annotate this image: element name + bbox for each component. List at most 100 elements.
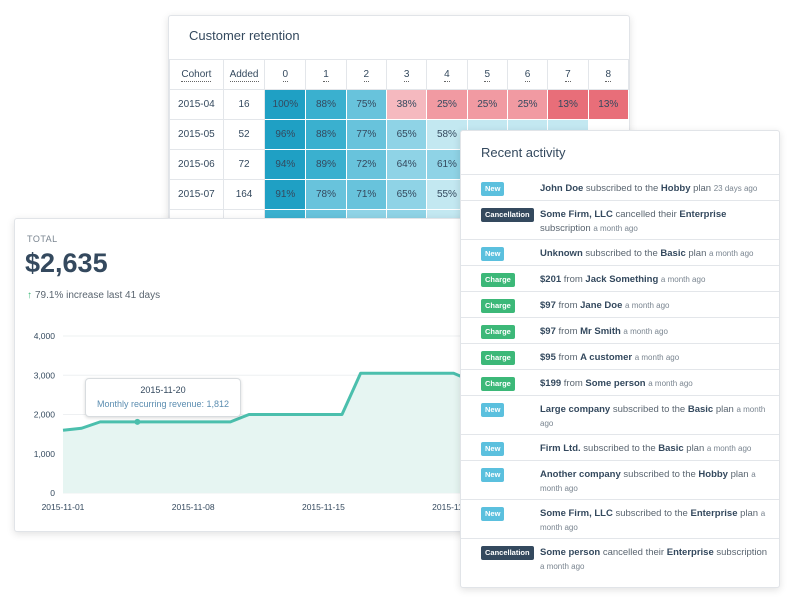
column-header-period[interactable]: 8 xyxy=(587,59,629,90)
retention-cell: 77% xyxy=(345,119,387,150)
activity-entity: Basic xyxy=(658,443,684,454)
activity-item[interactable]: New Another company subscribed to the Hob… xyxy=(461,460,779,499)
increase-info: ↑ 79.1% increase last 41 days xyxy=(27,290,160,301)
activity-entity: John Doe xyxy=(540,183,584,194)
series-area xyxy=(63,373,485,493)
activity-entity: Hobby xyxy=(660,183,691,194)
activity-entity: Jack Something xyxy=(585,274,659,285)
activity-item[interactable]: Cancellation Some Firm, LLC cancelled the… xyxy=(461,200,779,239)
activity-time: a month ago xyxy=(540,470,756,493)
column-header-period[interactable]: 7 xyxy=(547,59,589,90)
activity-item[interactable]: New Large company subscribed to the Basic… xyxy=(461,395,779,434)
column-header-period[interactable]: 6 xyxy=(506,59,549,90)
activity-badge-charge: Charge xyxy=(481,325,515,339)
retention-cell: 88% xyxy=(305,119,347,150)
column-header-period[interactable]: 0 xyxy=(264,59,307,90)
activity-time: a month ago xyxy=(625,301,670,310)
y-tick-label: 4,000 xyxy=(34,331,56,341)
column-header-period-label: 2 xyxy=(363,69,370,82)
retention-cell: 88% xyxy=(305,89,347,120)
activity-verb: subscribed to the xyxy=(583,183,661,194)
retention-cell: 96% xyxy=(264,119,307,150)
retention-cell: 75% xyxy=(345,89,387,120)
activity-time: a month ago xyxy=(540,562,585,571)
activity-entity: $95 xyxy=(540,352,556,363)
retention-cell: 65% xyxy=(385,179,428,210)
activity-verb: plan xyxy=(690,183,714,194)
activity-verb: from xyxy=(561,378,586,389)
tooltip-date: 2015-11-20 xyxy=(140,385,186,395)
activity-text: Large company subscribed to the Basic pl… xyxy=(540,403,770,431)
activity-item[interactable]: Charge $97 from Jane Doe a month ago xyxy=(461,291,779,317)
activity-item[interactable]: New Unknown subscribed to the Basic plan … xyxy=(461,239,779,265)
column-header-period[interactable]: 1 xyxy=(305,59,347,90)
activity-entity: Enterprise xyxy=(679,209,727,220)
total-label: TOTAL xyxy=(27,234,58,244)
activity-badge-new: New xyxy=(481,442,505,456)
activity-entity: $97 xyxy=(540,300,556,311)
activity-text: $95 from A customer a month ago xyxy=(540,351,770,365)
activity-entity: Mr Smith xyxy=(580,326,621,337)
retention-cell: 13% xyxy=(587,89,629,120)
activity-entity: Some Firm, LLC xyxy=(540,209,613,220)
activity-entity: Firm Ltd. xyxy=(540,443,581,454)
activity-verb: plan xyxy=(727,469,752,480)
activity-verb: from xyxy=(555,326,581,337)
retention-cell: 38% xyxy=(385,89,428,120)
data-point[interactable] xyxy=(134,418,141,425)
x-tick-label: 2015-11-01 xyxy=(42,502,85,512)
activity-entity: Enterprise xyxy=(666,547,714,558)
column-header-period[interactable]: 2 xyxy=(345,59,387,90)
activity-verb: subscribed to the xyxy=(620,469,699,480)
activity-verb: subscribed to the xyxy=(580,443,659,454)
chart-tooltip: 2015-11-20 Monthly recurring revenue: 1,… xyxy=(85,378,241,417)
activity-time: a month ago xyxy=(593,224,638,233)
activity-entity: Unknown xyxy=(540,248,583,259)
activity-verb: from xyxy=(555,300,581,311)
retention-cell: 91% xyxy=(264,179,307,210)
retention-row: 2015-04 16 100% 88% 75% 38% 25% 25% 25% 13% 13% xyxy=(169,89,629,120)
activity-item[interactable]: Charge $97 from Mr Smith a month ago xyxy=(461,317,779,343)
column-header-period-label: 0 xyxy=(282,69,289,82)
activity-verb: plan xyxy=(737,508,761,519)
activity-text: Firm Ltd. subscribed to the Basic plan a… xyxy=(540,442,770,456)
cohort-cell: 2015-07 xyxy=(169,179,224,210)
activity-time: a month ago xyxy=(709,249,754,258)
added-cell: 72 xyxy=(222,149,266,180)
activity-item[interactable]: Charge $199 from Some person a month ago xyxy=(461,369,779,395)
total-value: $2,635 xyxy=(25,248,108,278)
activity-badge-cancel: Cancellation xyxy=(481,546,534,560)
activity-text: Some person cancelled their Enterprise s… xyxy=(540,546,770,574)
activity-item[interactable]: Charge $95 from A customer a month ago xyxy=(461,343,779,369)
retention-cell: 94% xyxy=(264,149,307,180)
column-header-period-label: 1 xyxy=(323,69,329,82)
column-header-period-label: 7 xyxy=(565,69,571,82)
activity-item[interactable]: Charge $201 from Jack Something a month a… xyxy=(461,265,779,291)
activity-text: $199 from Some person a month ago xyxy=(540,377,770,391)
activity-verb: subscribed to the xyxy=(612,508,691,519)
column-header-period[interactable]: 5 xyxy=(466,59,508,90)
activity-text: Unknown subscribed to the Basic plan a m… xyxy=(540,247,770,261)
activity-text: Some Firm, LLC cancelled their Enterpris… xyxy=(540,208,770,236)
retention-cell: 25% xyxy=(466,89,508,120)
activity-item[interactable]: New Some Firm, LLC subscribed to the Ente… xyxy=(461,499,779,538)
cohort-cell: 2015-04 xyxy=(169,89,224,120)
activity-item[interactable]: New Firm Ltd. subscribed to the Basic pla… xyxy=(461,434,779,460)
y-tick-label: 2,000 xyxy=(34,410,56,420)
column-header-period-label: 6 xyxy=(524,69,531,82)
cohort-cell: 2015-05 xyxy=(169,119,224,150)
activity-badge-new: New xyxy=(481,468,505,482)
column-header-added[interactable]: Added xyxy=(222,59,266,90)
activity-time: a month ago xyxy=(623,327,668,336)
column-header-period-label: 8 xyxy=(605,69,612,82)
activity-item[interactable]: New John Doe subscribed to the Hobby plan… xyxy=(461,174,779,200)
column-header-period[interactable]: 4 xyxy=(426,59,468,90)
activity-title: Recent activity xyxy=(481,145,566,160)
activity-text: $201 from Jack Something a month ago xyxy=(540,273,770,287)
activity-item[interactable]: Cancellation Some person cancelled their … xyxy=(461,538,779,577)
activity-badge-charge: Charge xyxy=(481,377,515,391)
column-header-period[interactable]: 3 xyxy=(385,59,428,90)
activity-verb: subscription xyxy=(540,223,594,234)
column-header-cohort[interactable]: Cohort xyxy=(169,59,224,90)
y-tick-label: 1,000 xyxy=(34,449,56,459)
